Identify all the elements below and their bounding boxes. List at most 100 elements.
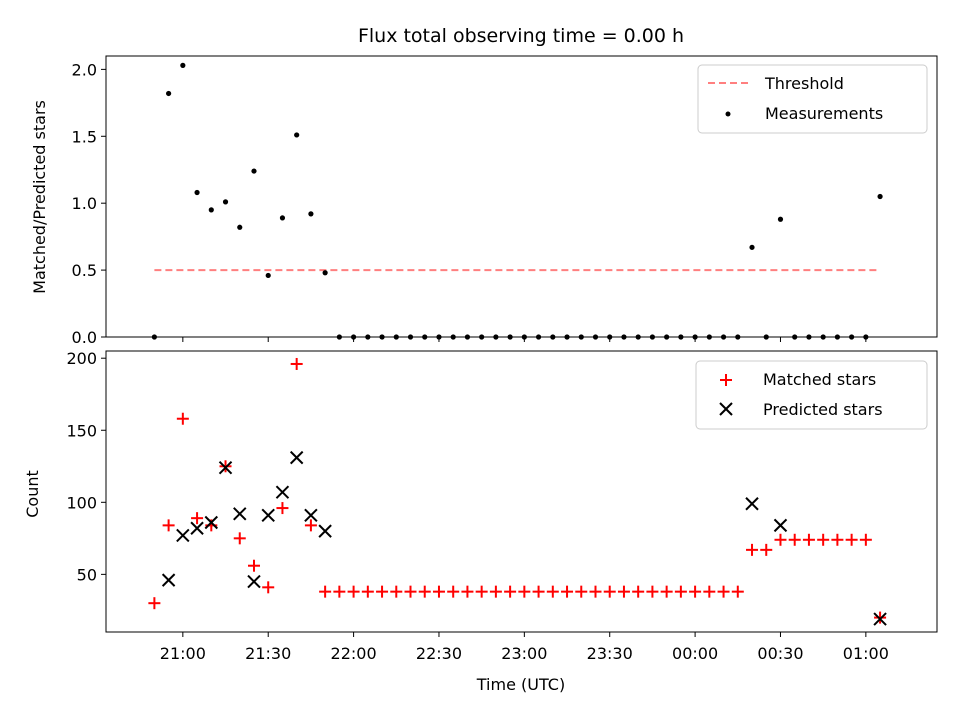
matched-star-point — [475, 585, 488, 598]
matched-star-point — [247, 559, 260, 572]
x-axis-label: Time (UTC) — [476, 675, 565, 694]
matched-star-point — [674, 585, 687, 598]
matched-star-point — [148, 597, 161, 610]
top-panel: Flux total observing time = 0.00 h 0.0 0.… — [30, 25, 938, 347]
matched-star-point — [546, 585, 559, 598]
matched-star-point — [746, 543, 759, 556]
bottom-plot-area — [148, 357, 887, 626]
top-y-tick-label: 0.0 — [72, 328, 97, 347]
bottom-y-tick-label: 200 — [66, 349, 97, 368]
matched-star-point — [233, 532, 246, 545]
bottom-x-tick-label: 01:00 — [843, 644, 889, 663]
bottom-y-tick-label: 50 — [77, 565, 97, 584]
predicted-star-point — [218, 461, 233, 475]
bottom-x-tick-label: 22:30 — [416, 644, 462, 663]
predicted-star-point — [176, 528, 190, 543]
measurement-point — [749, 244, 755, 250]
top-axes-frame — [105, 55, 938, 338]
matched-star-point — [731, 585, 744, 598]
matched-star-point — [461, 585, 474, 598]
legend-measurements-label: Measurements — [765, 104, 883, 123]
bottom-x-tick-label: 22:00 — [331, 644, 377, 663]
measurement-point — [180, 62, 186, 68]
matched-star-point — [845, 533, 858, 546]
matched-star-point — [333, 585, 346, 598]
measurement-point — [208, 207, 214, 213]
measurement-point — [194, 189, 200, 196]
matched-star-point — [874, 611, 887, 624]
measurement-point — [322, 270, 328, 276]
matched-star-point — [304, 519, 317, 532]
matched-star-point — [831, 533, 844, 546]
matched-star-point — [262, 581, 275, 594]
bottom-y-ticks: 50 100 150 200 — [66, 349, 106, 584]
predicted-star-point — [773, 518, 788, 533]
matched-star-point — [447, 585, 460, 598]
matched-star-point — [760, 543, 773, 556]
bottom-axes-frame — [105, 350, 938, 633]
top-y-tick-label: 1.5 — [72, 127, 97, 146]
matched-star-point — [617, 585, 630, 598]
measurement-point — [877, 193, 883, 200]
predicted-star-point — [204, 515, 219, 530]
predicted-star-point — [304, 508, 318, 522]
bottom-x-tick-label: 00:00 — [672, 644, 718, 663]
bottom-legend: Matched stars Predicted stars — [695, 360, 928, 430]
measurement-point — [166, 90, 172, 97]
matched-star-point — [660, 585, 673, 598]
bottom-x-tick-label: 21:30 — [245, 644, 291, 663]
measurement-point — [237, 224, 243, 230]
matched-star-point — [717, 585, 730, 598]
matched-star-point — [418, 585, 431, 598]
measurement-point — [777, 216, 784, 222]
predicted-star-point — [233, 507, 247, 521]
top-y-tick-label: 1.0 — [72, 194, 97, 213]
bottom-y-tick-label: 150 — [66, 421, 97, 440]
predicted-star-point — [247, 574, 261, 589]
matched-star-point — [319, 585, 332, 598]
matched-star-point — [774, 533, 787, 546]
bottom-panel: 50 100 150 200 21:00 21:30 22:00 22:30 23:00 23:… — [23, 349, 938, 694]
matched-star-point — [489, 585, 502, 598]
matched-star-point — [432, 585, 445, 598]
measurement-point — [265, 272, 271, 279]
matched-star-point — [347, 585, 360, 598]
chart-title: Flux total observing time = 0.00 h — [358, 25, 684, 47]
matched-star-point — [589, 585, 602, 598]
top-y-tick-label: 2.0 — [72, 60, 97, 79]
predicted-star-point — [745, 497, 759, 511]
matched-star-point — [689, 585, 702, 598]
matched-star-point — [276, 502, 289, 515]
bottom-x-ticks: 21:00 21:30 22:00 22:30 23:00 23:30 00:00 00:30… — [160, 632, 889, 663]
measurement-point — [279, 215, 286, 221]
matched-star-point — [390, 585, 403, 598]
matched-star-point — [646, 585, 659, 598]
matched-star-point — [404, 585, 417, 598]
matched-star-point — [176, 412, 189, 425]
measurement-point — [251, 168, 257, 174]
matched-star-point — [376, 585, 389, 598]
bottom-x-tick-label: 23:30 — [587, 644, 633, 663]
predicted-star-point — [275, 485, 290, 499]
matched-star-point — [191, 512, 204, 525]
measurement-point — [222, 199, 229, 205]
matched-star-point — [603, 585, 616, 598]
matched-star-point — [561, 585, 574, 598]
legend-matched-swatch — [720, 374, 732, 386]
legend-measurements-swatch — [725, 111, 731, 117]
matched-star-point — [219, 460, 232, 473]
predicted-star-point — [190, 521, 204, 535]
matched-star-point — [788, 533, 801, 546]
top-y-axis-label: Matched/Predicted stars — [30, 100, 49, 294]
measurement-point — [294, 132, 300, 138]
matched-star-point — [504, 585, 517, 598]
matched-star-point — [290, 357, 303, 370]
legend-threshold-label: Threshold — [764, 74, 844, 93]
bottom-legend-box — [695, 360, 928, 430]
bottom-y-tick-label: 100 — [66, 493, 97, 512]
legend-predicted-label: Predicted stars — [763, 400, 883, 419]
top-legend-box — [697, 64, 928, 134]
top-y-tick-label: 0.5 — [72, 261, 97, 280]
measurement-point — [308, 211, 314, 217]
